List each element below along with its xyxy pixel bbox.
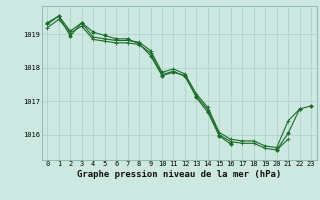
X-axis label: Graphe pression niveau de la mer (hPa): Graphe pression niveau de la mer (hPa) [77, 170, 281, 179]
